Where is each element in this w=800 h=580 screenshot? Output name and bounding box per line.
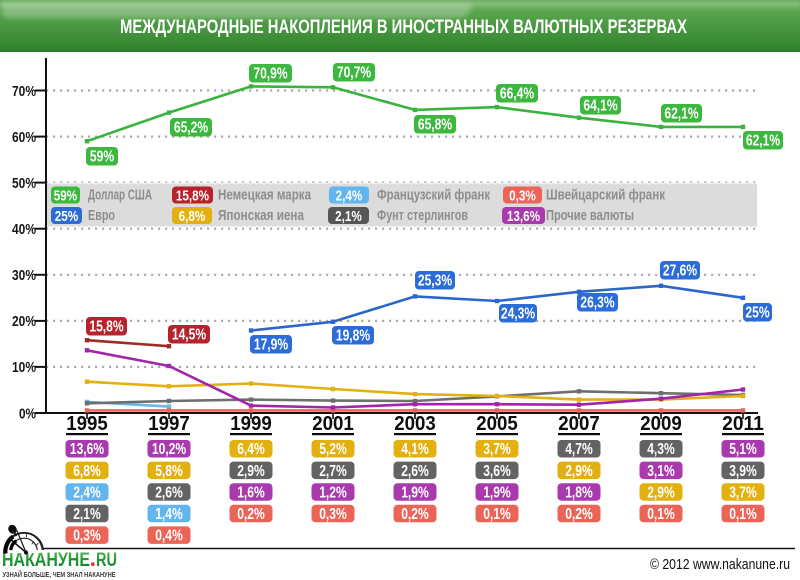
svg-text:УЗНАЙ БОЛЬШЕ, ЧЕМ ЗНАЛ НАКАНУН: УЗНАЙ БОЛЬШЕ, ЧЕМ ЗНАЛ НАКАНУНЕ bbox=[3, 570, 116, 579]
svg-text:1,6%: 1,6% bbox=[237, 484, 265, 501]
svg-text:2007: 2007 bbox=[558, 413, 600, 435]
svg-text:0,1%: 0,1% bbox=[729, 506, 757, 523]
svg-text:© 2012 www.nakanune.ru: © 2012 www.nakanune.ru bbox=[650, 556, 790, 573]
svg-text:40%: 40% bbox=[12, 221, 36, 238]
svg-text:Доллар США: Доллар США bbox=[88, 188, 152, 204]
svg-text:15,8%: 15,8% bbox=[176, 187, 209, 204]
svg-text:6,8%: 6,8% bbox=[179, 208, 206, 225]
svg-text:0%: 0% bbox=[19, 405, 36, 422]
svg-text:2,7%: 2,7% bbox=[319, 463, 347, 480]
svg-text:2003: 2003 bbox=[394, 413, 436, 435]
svg-text:Японская иена: Японская иена bbox=[218, 208, 305, 224]
svg-text:3,7%: 3,7% bbox=[729, 484, 757, 501]
svg-text:50%: 50% bbox=[12, 175, 36, 192]
svg-text:70%: 70% bbox=[12, 83, 36, 100]
svg-text:13,6%: 13,6% bbox=[507, 208, 540, 225]
svg-text:Французский франк: Французский франк bbox=[377, 188, 491, 204]
svg-text:0,4%: 0,4% bbox=[155, 528, 183, 545]
svg-text:0,2%: 0,2% bbox=[237, 506, 265, 523]
svg-text:64,1%: 64,1% bbox=[583, 98, 617, 115]
svg-text:3,6%: 3,6% bbox=[483, 463, 511, 480]
svg-text:14,5%: 14,5% bbox=[172, 327, 206, 344]
svg-text:2,1%: 2,1% bbox=[73, 506, 101, 523]
svg-text:Прочие валюты: Прочие валюты bbox=[546, 208, 634, 224]
svg-text:13,6%: 13,6% bbox=[70, 441, 104, 458]
svg-text:10,2%: 10,2% bbox=[152, 441, 186, 458]
svg-text:25%: 25% bbox=[745, 305, 769, 322]
svg-text:2001: 2001 bbox=[312, 413, 354, 435]
svg-text:17,9%: 17,9% bbox=[254, 337, 288, 354]
svg-text:59%: 59% bbox=[90, 149, 114, 166]
svg-text:1999: 1999 bbox=[230, 413, 272, 435]
svg-text:Фунт стерлингов: Фунт стерлингов bbox=[377, 208, 468, 224]
svg-text:26,3%: 26,3% bbox=[580, 295, 614, 312]
svg-text:65,2%: 65,2% bbox=[174, 120, 208, 137]
svg-text:2005: 2005 bbox=[476, 413, 518, 435]
svg-text:4,3%: 4,3% bbox=[647, 441, 675, 458]
svg-text:0,3%: 0,3% bbox=[73, 528, 101, 545]
svg-text:15,8%: 15,8% bbox=[89, 319, 123, 336]
svg-text:6,4%: 6,4% bbox=[237, 441, 265, 458]
svg-text:МЕЖДУНАРОДНЫЕ НАКОПЛЕНИЯ В ИНО: МЕЖДУНАРОДНЫЕ НАКОПЛЕНИЯ В ИНОСТРАННЫХ В… bbox=[120, 17, 687, 38]
svg-text:2,4%: 2,4% bbox=[336, 187, 363, 204]
svg-text:0,2%: 0,2% bbox=[565, 506, 593, 523]
svg-text:1,9%: 1,9% bbox=[401, 484, 429, 501]
svg-text:1,2%: 1,2% bbox=[319, 484, 347, 501]
svg-text:62,1%: 62,1% bbox=[746, 133, 780, 150]
svg-text:20%: 20% bbox=[12, 313, 36, 330]
svg-text:1995: 1995 bbox=[66, 413, 108, 435]
svg-text:1,9%: 1,9% bbox=[483, 484, 511, 501]
svg-text:0,3%: 0,3% bbox=[509, 187, 536, 204]
svg-text:2,6%: 2,6% bbox=[401, 463, 429, 480]
svg-text:25,3%: 25,3% bbox=[418, 273, 452, 290]
svg-text:5,8%: 5,8% bbox=[155, 463, 183, 480]
svg-text:Немецкая марка: Немецкая марка bbox=[218, 188, 312, 204]
svg-text:2,9%: 2,9% bbox=[565, 463, 593, 480]
svg-text:1,8%: 1,8% bbox=[565, 484, 593, 501]
svg-text:19,8%: 19,8% bbox=[336, 328, 370, 345]
svg-text:2011: 2011 bbox=[722, 413, 764, 435]
svg-text:70,9%: 70,9% bbox=[253, 66, 287, 83]
svg-text:2,9%: 2,9% bbox=[647, 484, 675, 501]
svg-text:6,8%: 6,8% bbox=[73, 463, 101, 480]
svg-text:2,4%: 2,4% bbox=[73, 484, 101, 501]
svg-text:2,9%: 2,9% bbox=[237, 463, 265, 480]
svg-text:2,6%: 2,6% bbox=[155, 484, 183, 501]
svg-text:4,7%: 4,7% bbox=[565, 441, 593, 458]
svg-text:25%: 25% bbox=[55, 208, 78, 225]
svg-text:10%: 10% bbox=[12, 359, 36, 376]
svg-text:59%: 59% bbox=[54, 187, 77, 204]
svg-text:2,1%: 2,1% bbox=[335, 208, 362, 225]
svg-text:1,4%: 1,4% bbox=[155, 506, 183, 523]
svg-text:0,1%: 0,1% bbox=[647, 506, 675, 523]
svg-text:4,1%: 4,1% bbox=[401, 441, 429, 458]
svg-text:5,1%: 5,1% bbox=[729, 441, 757, 458]
svg-text:0,1%: 0,1% bbox=[483, 506, 511, 523]
svg-text:3,1%: 3,1% bbox=[647, 463, 675, 480]
svg-text:3,7%: 3,7% bbox=[483, 441, 511, 458]
svg-text:RU: RU bbox=[96, 550, 117, 571]
svg-text:66,4%: 66,4% bbox=[500, 86, 534, 103]
svg-text:60%: 60% bbox=[12, 129, 36, 146]
svg-text:5,2%: 5,2% bbox=[319, 441, 347, 458]
svg-text:62,1%: 62,1% bbox=[664, 106, 698, 123]
svg-text:65,8%: 65,8% bbox=[418, 117, 452, 134]
svg-text:Евро: Евро bbox=[88, 208, 115, 224]
svg-text:27,6%: 27,6% bbox=[663, 263, 697, 280]
svg-text:30%: 30% bbox=[12, 267, 36, 284]
svg-text:3,9%: 3,9% bbox=[729, 463, 757, 480]
svg-text:2009: 2009 bbox=[640, 413, 682, 435]
svg-text:24,3%: 24,3% bbox=[501, 306, 535, 323]
svg-text:Швейцарский франк: Швейцарский франк bbox=[546, 188, 666, 204]
svg-text:0,3%: 0,3% bbox=[319, 506, 347, 523]
svg-text:1997: 1997 bbox=[148, 413, 190, 435]
svg-text:НАКАНУНЕ: НАКАНУНЕ bbox=[2, 550, 90, 571]
svg-text:0,2%: 0,2% bbox=[401, 506, 429, 523]
svg-text:70,7%: 70,7% bbox=[337, 65, 371, 82]
